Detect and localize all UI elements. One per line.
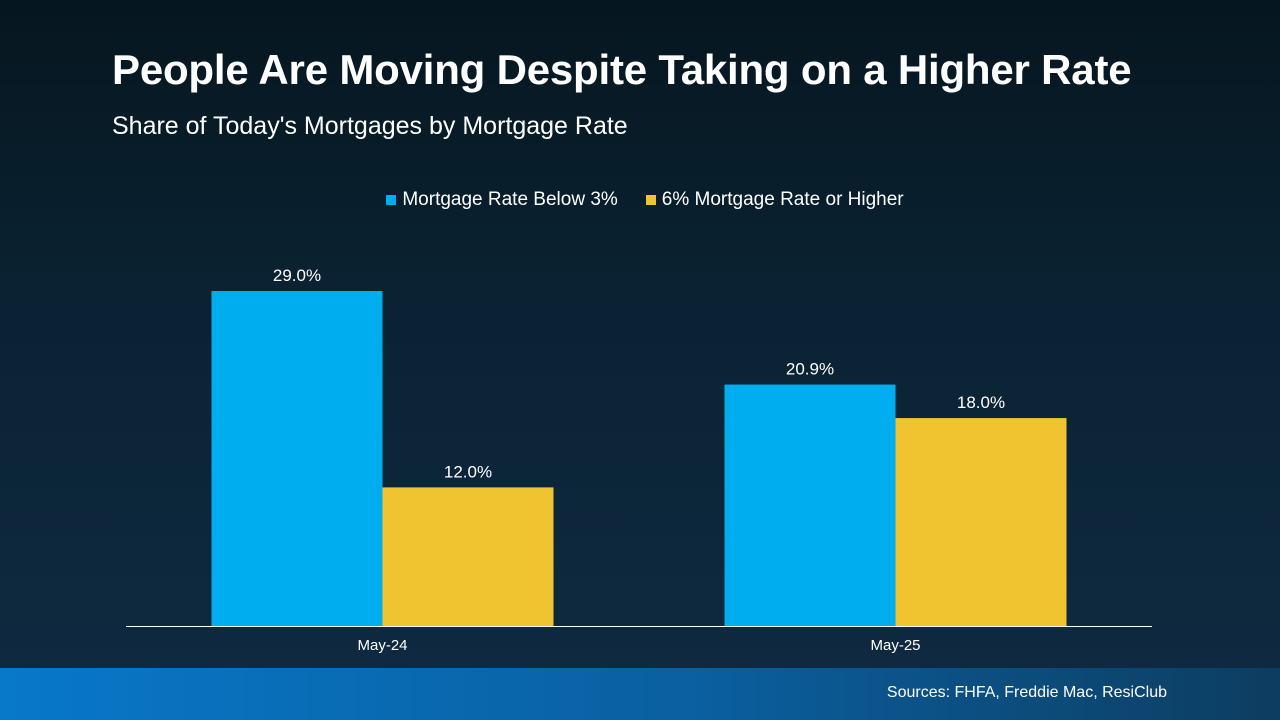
x-tick-label-May-24: May-24	[357, 637, 407, 654]
data-label-May-25-series-0: 20.9%	[786, 360, 834, 379]
bar-May-24-series-1	[382, 487, 554, 626]
bar-May-24-series-0	[211, 291, 383, 626]
footer-band: Sources: FHFA, Freddie Mac, ResiClub	[0, 668, 1280, 720]
x-tick-label-May-25: May-25	[870, 637, 920, 654]
data-label-May-25-series-1: 18.0%	[957, 393, 1005, 412]
data-label-May-24-series-1: 12.0%	[444, 462, 492, 481]
source-note: Sources: FHFA, Freddie Mac, ResiClub	[886, 684, 1167, 701]
legend-label-below-3: Mortgage Rate Below 3%	[402, 189, 618, 210]
legend-item-below-3: Mortgage Rate Below 3%	[386, 189, 618, 211]
bar-May-25-series-0	[724, 384, 896, 626]
chart-subtitle: Share of Today's Mortgages by Mortgage R…	[112, 112, 628, 140]
legend-label-6-or-higher: 6% Mortgage Rate or Higher	[661, 189, 904, 210]
legend-item-6-or-higher: 6% Mortgage Rate or Higher	[645, 189, 904, 211]
chart-legend: Mortgage Rate Below 3% 6% Mortgage Rate …	[0, 189, 1280, 211]
bar-May-25-series-1	[895, 418, 1067, 626]
legend-swatch-6-or-higher	[645, 195, 656, 205]
legend-swatch-below-3	[386, 195, 397, 205]
data-label-May-24-series-0: 29.0%	[273, 266, 321, 285]
chart-title: People Are Moving Despite Taking on a Hi…	[112, 46, 1132, 93]
bar-chart: 29.0% 12.0% May-24 20.9% 18.0% May-25	[211, 266, 1067, 654]
